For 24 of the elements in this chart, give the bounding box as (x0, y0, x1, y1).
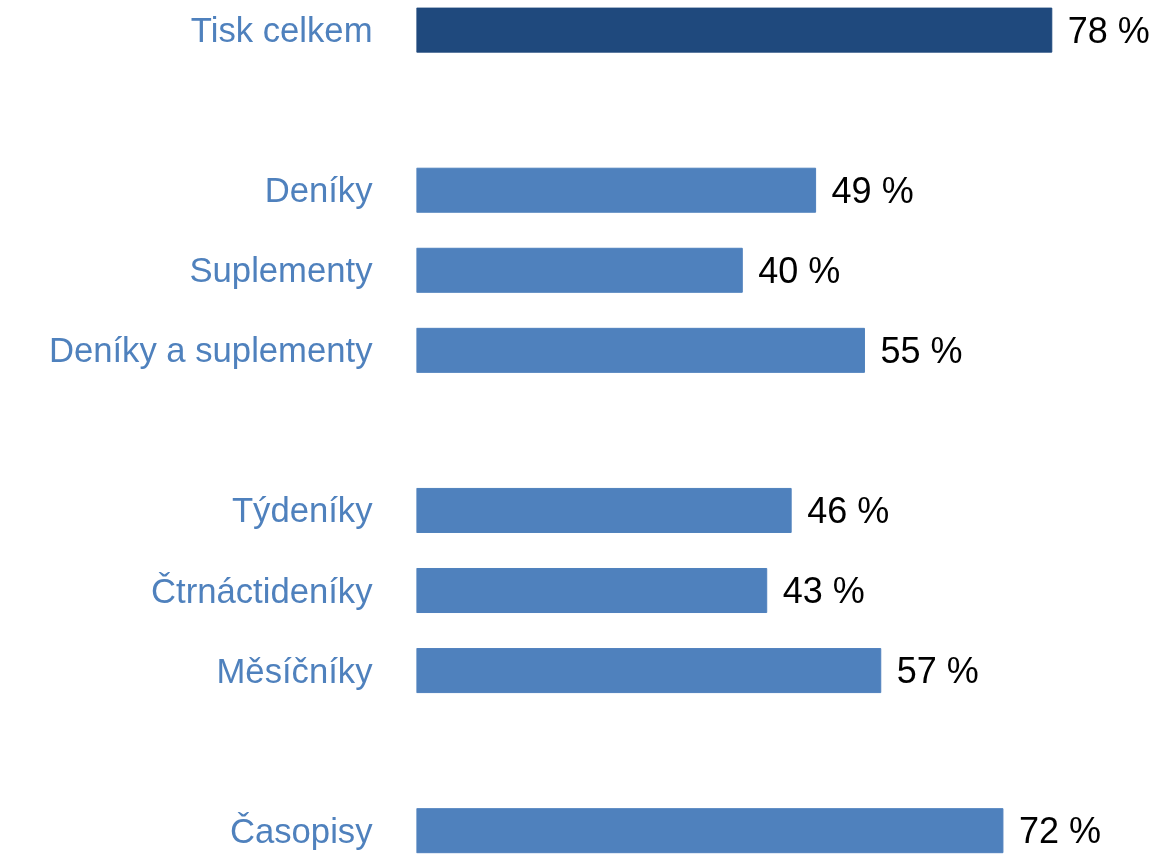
data-label: 43 % (782, 570, 865, 612)
bar (416, 167, 817, 213)
bar (416, 7, 1053, 53)
data-label: 57 % (896, 650, 979, 692)
data-label: 46 % (807, 489, 890, 531)
data-label: 55 % (880, 329, 963, 371)
data-label: 40 % (758, 249, 841, 291)
y-tick-label: Tisk celkem (190, 11, 373, 50)
bar (416, 568, 768, 614)
y-tick-label: Deníky (264, 171, 374, 210)
data-label: 78 % (1067, 9, 1150, 51)
y-tick-label: Čtrnáctideníky (150, 571, 374, 610)
y-tick-label: Měsíčníky (216, 651, 374, 690)
data-label: 72 % (1018, 810, 1101, 852)
y-tick-label: Deníky a suplementy (48, 331, 374, 370)
data-label: 49 % (831, 169, 914, 211)
bar (416, 808, 1004, 854)
bar (416, 648, 882, 694)
bar (416, 327, 865, 373)
y-tick-label: Suplementy (189, 251, 374, 290)
y-tick-label: Týdeníky (231, 491, 374, 530)
bar (416, 247, 743, 293)
y-tick-label: Časopisy (229, 811, 374, 850)
bar (416, 487, 792, 533)
